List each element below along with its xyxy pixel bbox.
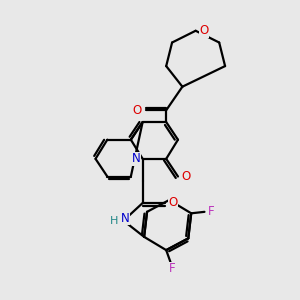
- Text: N: N: [121, 212, 129, 225]
- Text: O: O: [182, 170, 191, 183]
- Text: F: F: [208, 205, 214, 218]
- Text: H: H: [110, 216, 118, 226]
- Text: O: O: [133, 104, 142, 117]
- Text: O: O: [168, 196, 178, 209]
- Text: N: N: [132, 152, 140, 165]
- Text: F: F: [169, 262, 175, 275]
- Text: O: O: [199, 24, 208, 37]
